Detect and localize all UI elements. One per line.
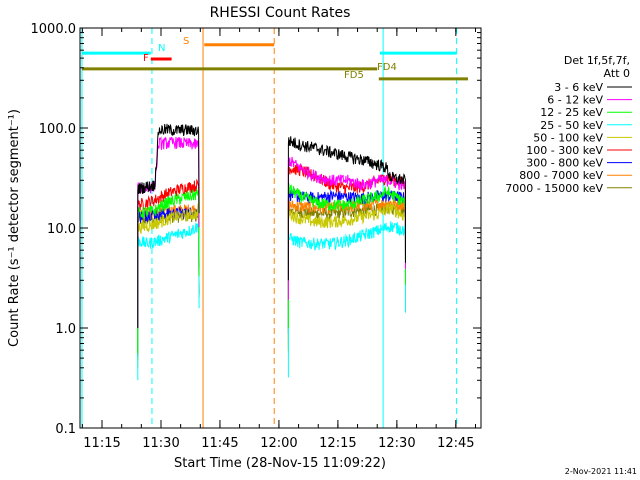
legend-entry-label: 100 - 300 keV [526, 144, 603, 157]
timestamp: 2-Nov-2021 11:41 [565, 467, 637, 476]
series-25-50-kev [137, 221, 406, 381]
legend-entry-label: 6 - 12 keV [547, 94, 603, 107]
series-line [287, 189, 406, 334]
x-tick-label: 11:30 [142, 436, 179, 451]
x-tick-label: 12:30 [378, 436, 415, 451]
legend-entry-label: 3 - 6 keV [554, 81, 603, 94]
flag-label-f: F [143, 53, 149, 64]
legend-header-line-2: Att 0 [604, 67, 630, 80]
flag-label-fd5: FD5 [344, 70, 364, 81]
series-line [287, 136, 406, 281]
y-tick-label: 0.1 [55, 422, 76, 437]
series-line [137, 123, 200, 328]
y-tick-label: 1.0 [55, 322, 76, 337]
x-tick-label: 12:00 [260, 436, 297, 451]
series-line [137, 178, 200, 345]
series-line [137, 188, 200, 354]
y-tick-label: 100.0 [39, 122, 76, 137]
legend-entry-label: 12 - 25 keV [540, 106, 603, 119]
plot-area [81, 28, 469, 428]
x-tick-label: 12:15 [319, 436, 356, 451]
legend-entry-label: 300 - 800 keV [526, 157, 603, 170]
series-line [287, 221, 406, 378]
x-axis-label: Start Time (28-Nov-15 11:09:22) [174, 456, 386, 471]
flag-label-n: N [158, 43, 165, 54]
flag-labels: NF S FD4 FD5 [143, 36, 397, 81]
y-tick-label: 10.0 [47, 222, 76, 237]
series-line [287, 183, 406, 328]
series-line [287, 202, 406, 354]
flag-label-fd4: FD4 [377, 62, 397, 73]
axes: 11:15 11:30 11:45 12:00 12:15 12:30 12:45 0.1 1.… [31, 22, 481, 451]
legend-entry-label: 7000 - 15000 keV [505, 182, 603, 195]
series-12-25-kev [137, 183, 406, 354]
x-tick-label: 11:15 [83, 436, 120, 451]
series-3-6-kev [137, 123, 406, 328]
legend-entry-label: 50 - 100 keV [533, 131, 603, 144]
y-axis-label: Count Rate (s⁻¹ detector segment⁻¹) [7, 109, 22, 347]
y-tick-label: 1000.0 [31, 22, 77, 37]
series-line [137, 223, 200, 381]
flag-label-s: S [183, 36, 189, 47]
legend-entry-label: 25 - 50 keV [540, 119, 603, 132]
series-line [137, 208, 200, 368]
legend-header-line-1: Det 1f,5f,7f, [564, 54, 630, 67]
legend-entry-label: 800 - 7000 keV [519, 169, 603, 182]
x-tick-label: 11:45 [201, 436, 238, 451]
x-tick-label: 12:45 [437, 436, 474, 451]
series-50-100-kev [137, 202, 406, 368]
series-line [287, 156, 406, 300]
chart-title: RHESSI Count Rates [210, 5, 351, 21]
